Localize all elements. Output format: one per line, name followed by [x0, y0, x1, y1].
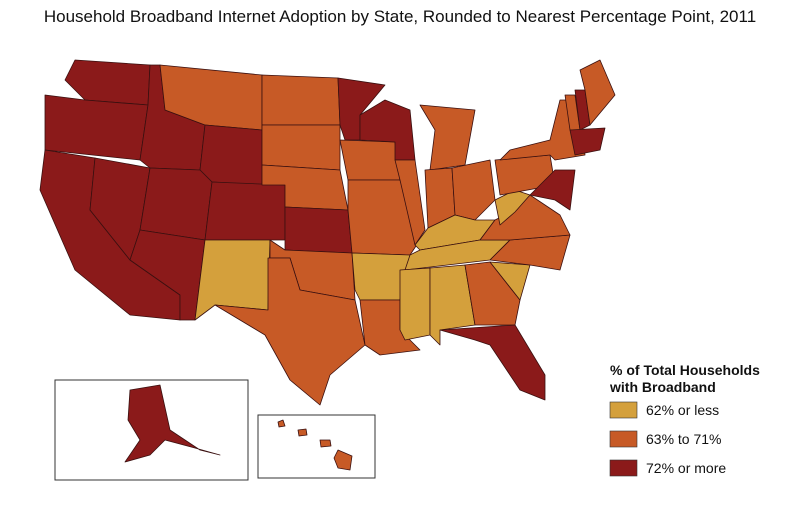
legend-swatch — [609, 459, 638, 477]
state — [199, 124, 263, 186]
state — [261, 124, 341, 171]
legend-label: 63% to 71% — [646, 431, 722, 447]
map-title: Household Broadband Internet Adoption by… — [44, 7, 756, 26]
state — [569, 127, 606, 156]
state — [499, 99, 586, 161]
legend-title: % of Total Households — [610, 362, 760, 378]
legend-label: 72% or more — [646, 460, 726, 476]
state — [489, 234, 571, 271]
states — [39, 59, 616, 471]
state — [399, 267, 431, 341]
state — [297, 428, 308, 437]
state — [44, 94, 149, 161]
state — [529, 169, 576, 211]
state — [319, 439, 332, 448]
state — [261, 74, 341, 126]
state — [139, 167, 213, 241]
state — [277, 419, 286, 428]
hawaii-inset — [257, 414, 376, 479]
state — [394, 159, 426, 246]
legend-swatch — [609, 430, 638, 448]
legend-label: 62% or less — [646, 402, 719, 418]
legend-swatch — [609, 401, 638, 419]
state — [451, 159, 496, 221]
state — [419, 104, 476, 171]
state — [464, 261, 521, 326]
state — [124, 384, 221, 463]
legend: 62% or less 63% to 71% 72% or more — [609, 401, 726, 477]
state — [204, 181, 286, 241]
state — [339, 139, 401, 181]
alaska-inset — [54, 379, 249, 481]
legend-title: with Broadband — [609, 379, 716, 395]
state — [579, 59, 616, 126]
state — [284, 206, 353, 254]
state — [333, 449, 353, 471]
state — [439, 324, 546, 401]
state — [64, 59, 151, 106]
state — [214, 257, 366, 406]
state — [489, 261, 531, 301]
